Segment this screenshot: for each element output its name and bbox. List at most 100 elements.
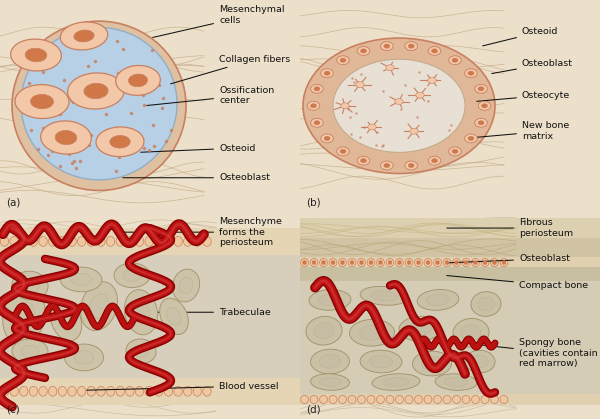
Ellipse shape — [164, 236, 173, 246]
Ellipse shape — [370, 355, 392, 368]
Ellipse shape — [398, 261, 401, 265]
Ellipse shape — [41, 121, 91, 154]
Ellipse shape — [136, 236, 144, 246]
Ellipse shape — [49, 236, 57, 246]
Ellipse shape — [20, 236, 28, 246]
Ellipse shape — [386, 259, 394, 266]
Ellipse shape — [203, 236, 211, 246]
Ellipse shape — [475, 118, 487, 127]
Ellipse shape — [434, 396, 442, 403]
Ellipse shape — [96, 127, 144, 157]
Ellipse shape — [49, 386, 57, 396]
Circle shape — [356, 82, 364, 88]
Ellipse shape — [84, 83, 108, 98]
Ellipse shape — [337, 147, 349, 156]
Ellipse shape — [320, 259, 328, 266]
Ellipse shape — [452, 149, 458, 153]
Ellipse shape — [87, 386, 95, 396]
Ellipse shape — [319, 294, 341, 305]
Ellipse shape — [360, 350, 402, 373]
Ellipse shape — [478, 121, 484, 125]
Ellipse shape — [452, 58, 458, 62]
Ellipse shape — [348, 259, 356, 266]
Ellipse shape — [383, 378, 409, 387]
Ellipse shape — [167, 307, 181, 326]
Text: Ossification
center: Ossification center — [147, 85, 274, 106]
Text: (c): (c) — [6, 405, 20, 415]
Bar — [300, 282, 600, 394]
Ellipse shape — [116, 386, 124, 396]
Ellipse shape — [443, 396, 451, 403]
Ellipse shape — [473, 261, 478, 265]
Ellipse shape — [431, 49, 437, 53]
Ellipse shape — [399, 316, 441, 341]
Ellipse shape — [472, 259, 479, 266]
Ellipse shape — [426, 261, 430, 265]
Ellipse shape — [60, 22, 108, 50]
Ellipse shape — [193, 386, 202, 396]
Ellipse shape — [160, 298, 188, 334]
Ellipse shape — [367, 396, 375, 403]
Ellipse shape — [172, 269, 200, 302]
Ellipse shape — [319, 355, 341, 368]
Ellipse shape — [133, 301, 149, 323]
Ellipse shape — [338, 259, 346, 266]
Ellipse shape — [377, 396, 385, 403]
Text: Compact bone: Compact bone — [447, 276, 588, 290]
Ellipse shape — [388, 261, 392, 265]
Ellipse shape — [301, 396, 308, 403]
Ellipse shape — [468, 71, 474, 75]
Ellipse shape — [68, 236, 76, 246]
Ellipse shape — [462, 396, 470, 403]
Ellipse shape — [116, 65, 160, 96]
Ellipse shape — [452, 396, 460, 403]
Circle shape — [428, 78, 436, 83]
Text: Osteoblast: Osteoblast — [492, 59, 573, 74]
Ellipse shape — [367, 259, 375, 266]
Ellipse shape — [465, 350, 495, 373]
Ellipse shape — [125, 386, 134, 396]
Ellipse shape — [340, 149, 346, 153]
Ellipse shape — [386, 396, 394, 403]
Ellipse shape — [123, 269, 141, 282]
Ellipse shape — [314, 121, 320, 125]
Text: Trabeculae: Trabeculae — [138, 308, 271, 317]
Text: New bone
matrix: New bone matrix — [477, 122, 569, 141]
Ellipse shape — [384, 44, 390, 48]
Ellipse shape — [106, 386, 115, 396]
Ellipse shape — [337, 56, 349, 65]
Ellipse shape — [21, 28, 177, 180]
Ellipse shape — [321, 69, 334, 78]
Ellipse shape — [407, 261, 411, 265]
Ellipse shape — [314, 87, 320, 91]
Ellipse shape — [445, 261, 449, 265]
Ellipse shape — [39, 386, 47, 396]
Circle shape — [333, 59, 465, 153]
Ellipse shape — [443, 259, 451, 266]
Ellipse shape — [74, 351, 94, 364]
Ellipse shape — [409, 322, 431, 336]
Ellipse shape — [468, 136, 474, 140]
Ellipse shape — [408, 163, 414, 168]
Ellipse shape — [174, 236, 182, 246]
Ellipse shape — [372, 374, 420, 391]
Ellipse shape — [436, 261, 439, 265]
Ellipse shape — [481, 259, 489, 266]
Ellipse shape — [341, 261, 344, 265]
Ellipse shape — [174, 386, 182, 396]
Ellipse shape — [413, 351, 451, 376]
Ellipse shape — [184, 386, 192, 396]
Circle shape — [368, 124, 376, 130]
Ellipse shape — [10, 236, 19, 246]
Ellipse shape — [452, 259, 460, 266]
Ellipse shape — [77, 386, 86, 396]
Ellipse shape — [97, 386, 105, 396]
Circle shape — [395, 98, 403, 104]
Ellipse shape — [415, 259, 422, 266]
Ellipse shape — [114, 263, 150, 287]
Text: Osteoid: Osteoid — [482, 27, 559, 46]
Ellipse shape — [12, 21, 186, 191]
Ellipse shape — [145, 386, 154, 396]
Text: Blood vessel: Blood vessel — [87, 382, 278, 391]
Text: Osteoblast: Osteoblast — [123, 173, 270, 182]
